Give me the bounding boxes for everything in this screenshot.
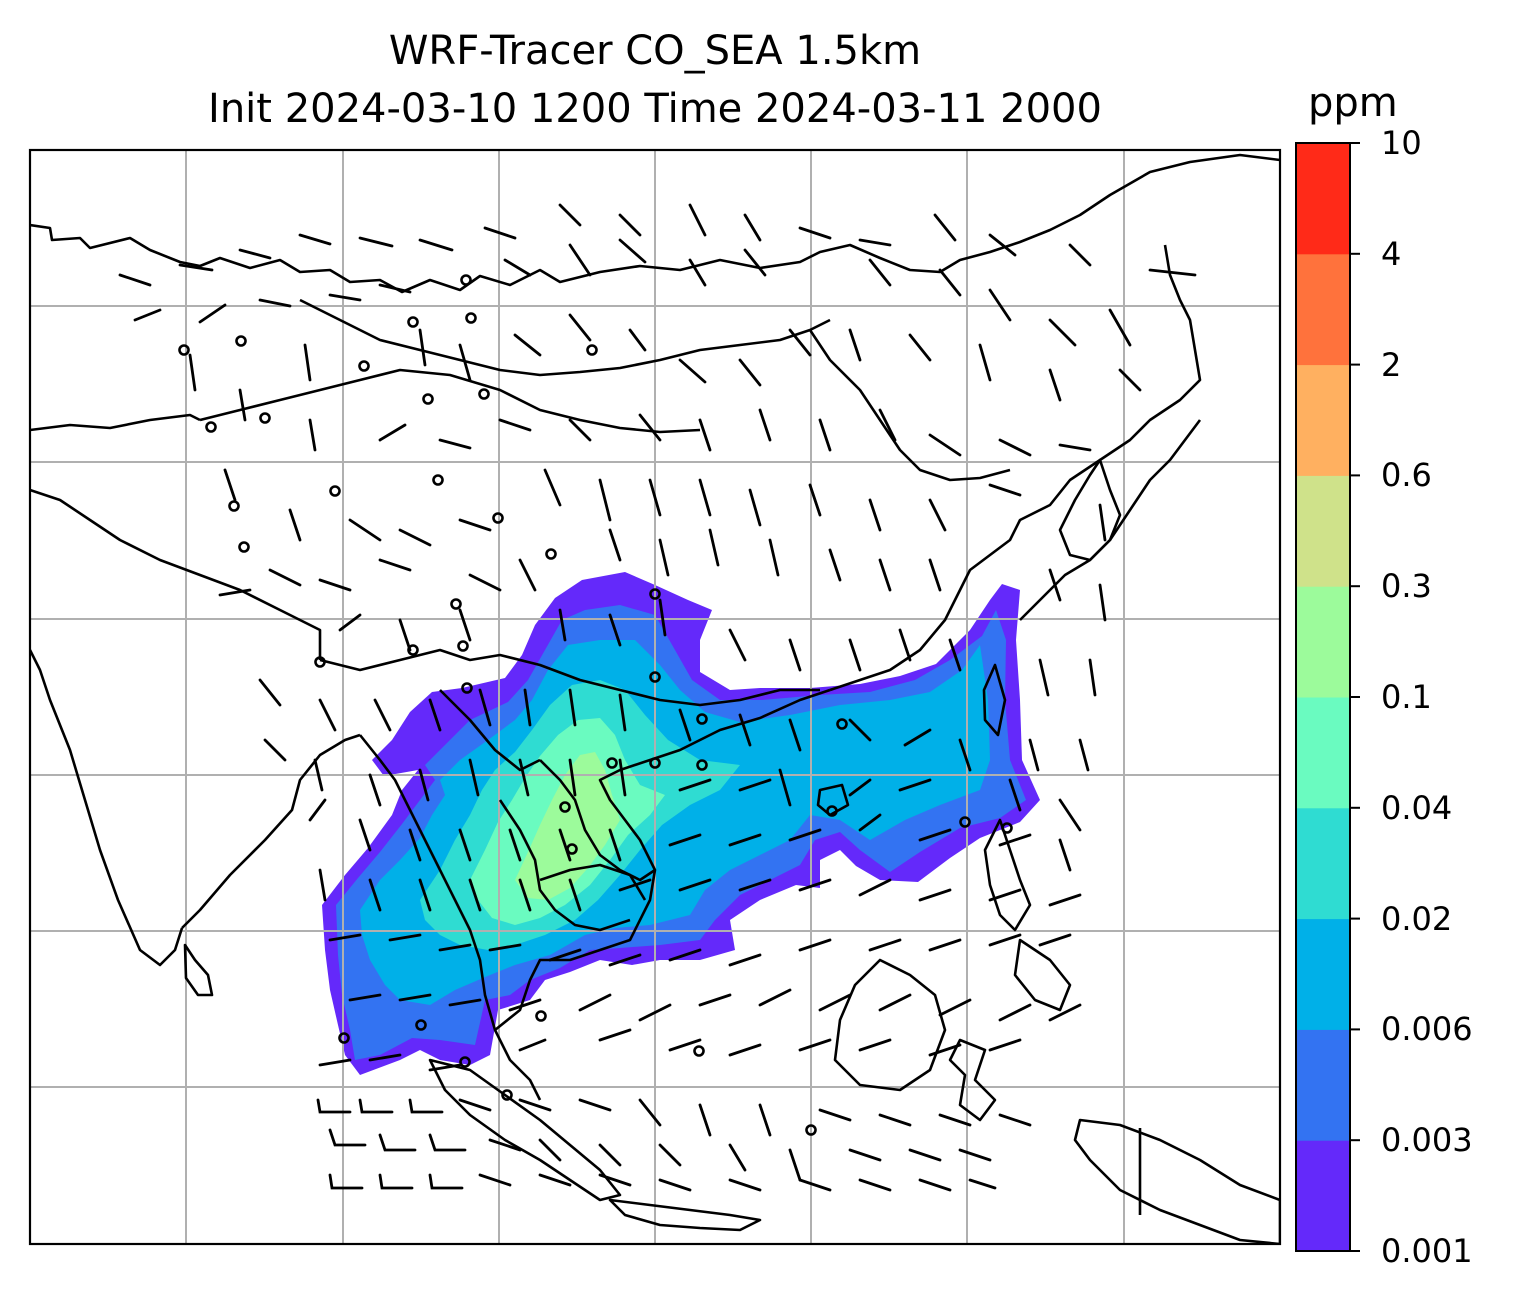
sulawesi [948, 1038, 997, 1122]
title-line-1: WRF-Tracer CO_SEA 1.5km [388, 28, 922, 74]
colorbar-segment [1296, 253, 1350, 366]
colorbar-tick-label: 0.02 [1381, 899, 1453, 938]
wind-barbs [118, 203, 1197, 1192]
colorbar-tick-label: 0.04 [1381, 788, 1453, 827]
plume-level-0.1 [515, 752, 620, 900]
border-cambodia [539, 863, 647, 901]
coast-myanmar [358, 734, 542, 1101]
korea [1058, 458, 1122, 562]
japan [1019, 419, 1202, 621]
colorbar-segment [1296, 364, 1350, 476]
philippines-south [1013, 938, 1072, 1012]
colorbar-segment [1296, 1140, 1350, 1252]
borneo [833, 958, 947, 1092]
coast-china-east [829, 244, 1202, 692]
border-laos-vietnam [539, 759, 656, 882]
colorbar-unit-label: ppm [1308, 80, 1398, 126]
colorbar-tick-label: 0.006 [1381, 1010, 1473, 1049]
calm-wind-markers [178, 274, 1013, 1136]
colorbar-tick-label: 0.3 [1381, 567, 1432, 606]
colorbar-tick-label: 0.1 [1381, 678, 1432, 716]
sri-lanka [183, 943, 214, 997]
colorbar-tick-label: 0.001 [1381, 1232, 1473, 1270]
colorbar-tick-label: 0.003 [1381, 1121, 1473, 1160]
hainan [816, 783, 850, 817]
coastlines [30, 153, 1280, 1244]
map-frame [28, 148, 1282, 1246]
border-west [30, 413, 201, 432]
border-china-south [319, 648, 820, 707]
coast-india-west [30, 649, 184, 967]
colorbar-segment [1296, 697, 1350, 809]
colorbar-tick-label: 0.6 [1381, 456, 1432, 495]
border-mongolia [299, 298, 831, 377]
border-myanmar-china [439, 689, 541, 772]
colorbar [1295, 142, 1360, 1252]
colorbar-segment [1296, 143, 1350, 255]
taiwan [982, 663, 1007, 737]
new-guinea [1073, 1118, 1280, 1244]
colorbar-segment [1296, 807, 1350, 920]
philippines-luzon [983, 818, 1032, 932]
border-pakistan [30, 488, 322, 660]
colorbar-segment [1296, 586, 1350, 698]
colorbar-segment [1296, 918, 1350, 1030]
java [608, 1198, 762, 1232]
colorbar-segment [1296, 1029, 1350, 1141]
colorbar-tick-label: 10 [1381, 124, 1422, 162]
border-northeast [808, 329, 1011, 482]
colorbar-tick-label: 2 [1381, 345, 1402, 384]
coast-india-east [181, 733, 361, 929]
border-tibet [199, 368, 701, 434]
colorbar-segment [1296, 475, 1350, 587]
border-thailand [498, 799, 631, 932]
colorbar-tick-label: 4 [1381, 234, 1402, 273]
title-line-2: Init 2024-03-10 1200 Time 2024-03-11 200… [208, 86, 1102, 132]
coast-north-asia [30, 153, 1280, 294]
